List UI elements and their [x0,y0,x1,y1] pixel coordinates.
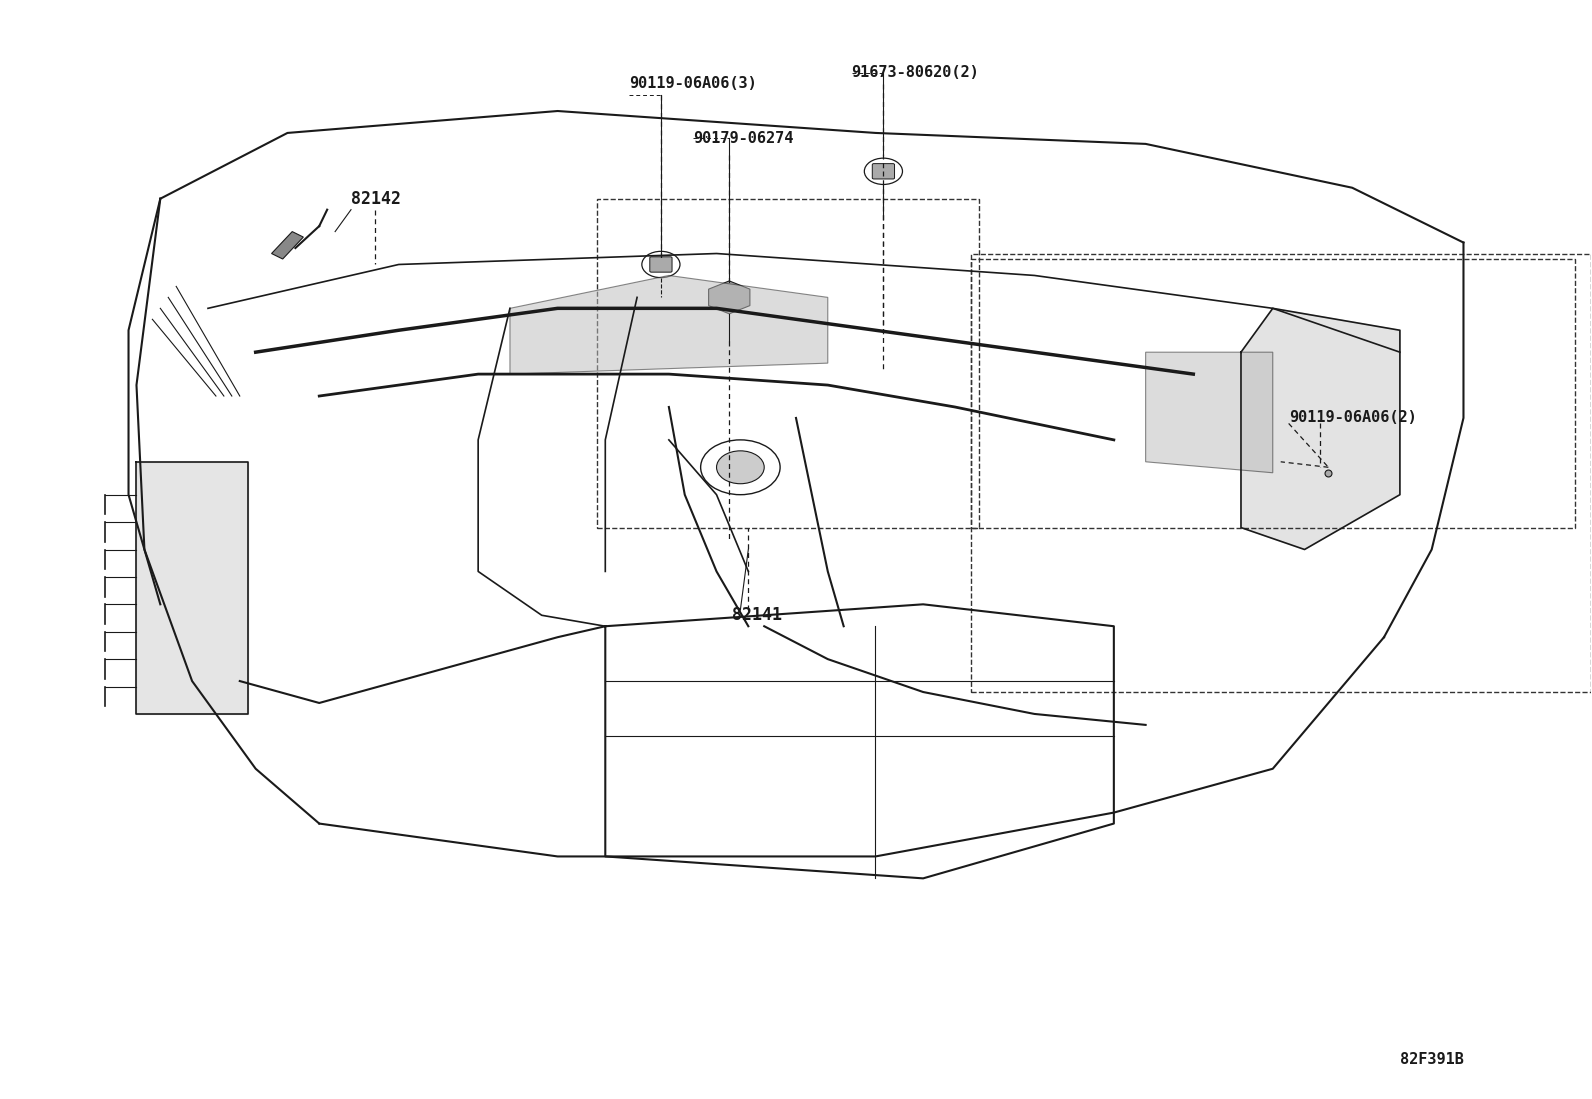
Text: 82F391B: 82F391B [1399,1052,1463,1067]
Polygon shape [272,232,304,259]
Polygon shape [1146,352,1272,473]
Circle shape [716,451,764,484]
Text: 82142: 82142 [350,190,401,208]
Polygon shape [509,276,828,374]
Text: 90179-06274: 90179-06274 [693,131,793,146]
Text: 90119-06A06(2): 90119-06A06(2) [1288,410,1417,425]
Polygon shape [708,281,750,314]
Text: 90119-06A06(3): 90119-06A06(3) [629,76,756,91]
FancyBboxPatch shape [872,164,895,179]
Text: 82141: 82141 [732,607,782,624]
Polygon shape [1242,309,1399,550]
Text: 91673-80620(2): 91673-80620(2) [852,65,979,80]
Polygon shape [137,462,248,714]
FancyBboxPatch shape [650,257,672,273]
